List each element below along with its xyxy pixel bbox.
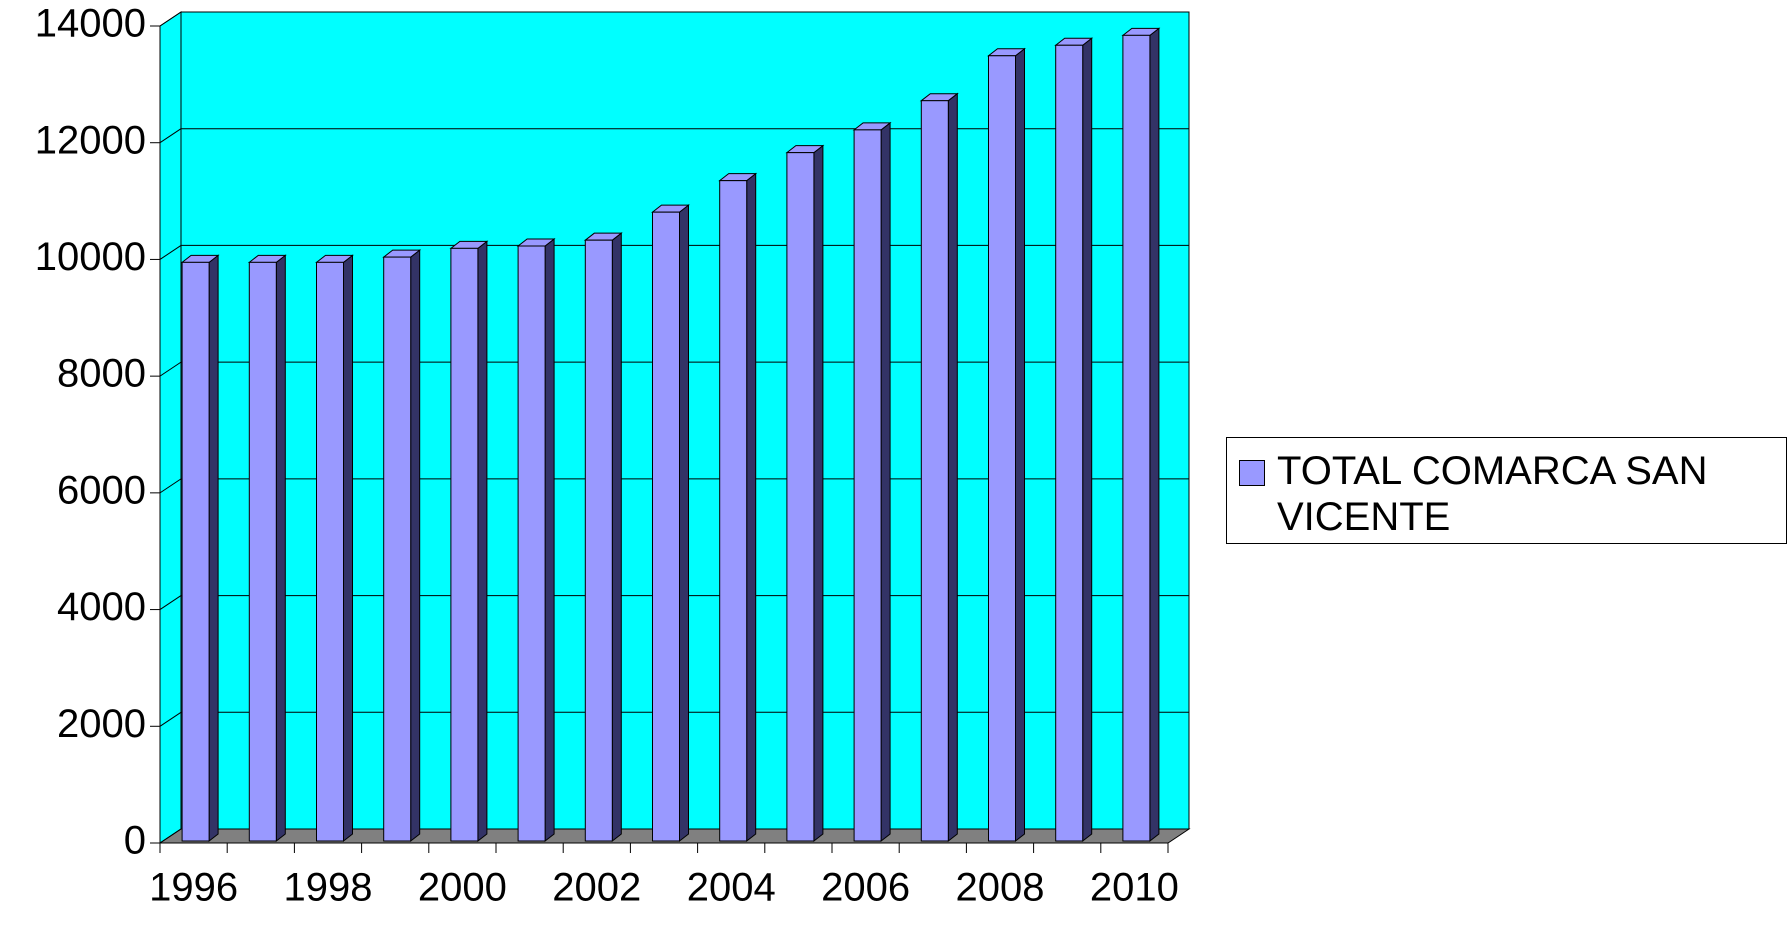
bar-side — [343, 254, 353, 843]
grid-line — [159, 245, 182, 260]
y-tick-label: 14000 — [35, 2, 146, 46]
bar — [383, 256, 412, 842]
grid-line — [159, 128, 182, 144]
x-tick-label: 2010 — [1090, 866, 1179, 910]
grid-line — [159, 828, 182, 844]
bar — [719, 180, 748, 842]
bar — [853, 129, 882, 842]
y-tick-label: 8000 — [57, 352, 146, 396]
bar-side — [880, 121, 891, 843]
bar-side — [947, 92, 958, 843]
x-tick-label: 1996 — [149, 866, 238, 910]
y-tick-label: 10000 — [35, 235, 146, 279]
bar-side — [208, 254, 219, 843]
bar-side — [544, 237, 555, 843]
y-tick-label: 12000 — [35, 118, 146, 162]
side-wall — [159, 11, 182, 844]
bar-side — [611, 232, 622, 843]
bar — [786, 152, 815, 842]
bar — [652, 211, 680, 842]
x-tick-label: 1998 — [284, 866, 373, 910]
bar-side — [1015, 47, 1025, 843]
grid-line — [159, 595, 182, 610]
y-tick-label: 0 — [124, 819, 146, 863]
bar-side — [679, 204, 689, 843]
y-tick-label: 6000 — [57, 468, 146, 512]
bar — [517, 245, 546, 842]
bar — [248, 261, 277, 842]
y-tick-label: 4000 — [57, 585, 146, 629]
x-tick-label: 2008 — [956, 866, 1045, 910]
bar — [920, 100, 949, 842]
x-tick-label: 2006 — [821, 866, 910, 910]
legend: TOTAL COMARCA SAN VICENTE — [1226, 437, 1787, 544]
bar-side — [477, 240, 488, 843]
x-tick-label: 2002 — [552, 866, 641, 910]
x-tick-label: 2000 — [418, 866, 507, 910]
grid-line — [159, 478, 182, 494]
bar — [316, 261, 344, 842]
bar — [1122, 34, 1151, 842]
bar-side — [746, 172, 757, 843]
bar — [450, 247, 479, 842]
grid-line — [159, 711, 182, 727]
y-tick-label: 2000 — [57, 702, 146, 746]
x-tick-label: 2004 — [687, 866, 776, 910]
bar — [584, 239, 613, 842]
bar-side — [410, 249, 421, 843]
bar-side — [813, 144, 824, 843]
legend-swatch — [1239, 460, 1265, 486]
bar — [988, 55, 1016, 842]
grid-line — [159, 11, 182, 27]
bar-side — [1082, 37, 1093, 843]
bar-side — [1149, 27, 1160, 843]
bar — [1055, 44, 1084, 842]
bar — [181, 261, 210, 842]
grid-line — [159, 361, 182, 377]
bar-side — [275, 254, 286, 843]
legend-label: TOTAL COMARCA SAN VICENTE — [1277, 449, 1708, 539]
